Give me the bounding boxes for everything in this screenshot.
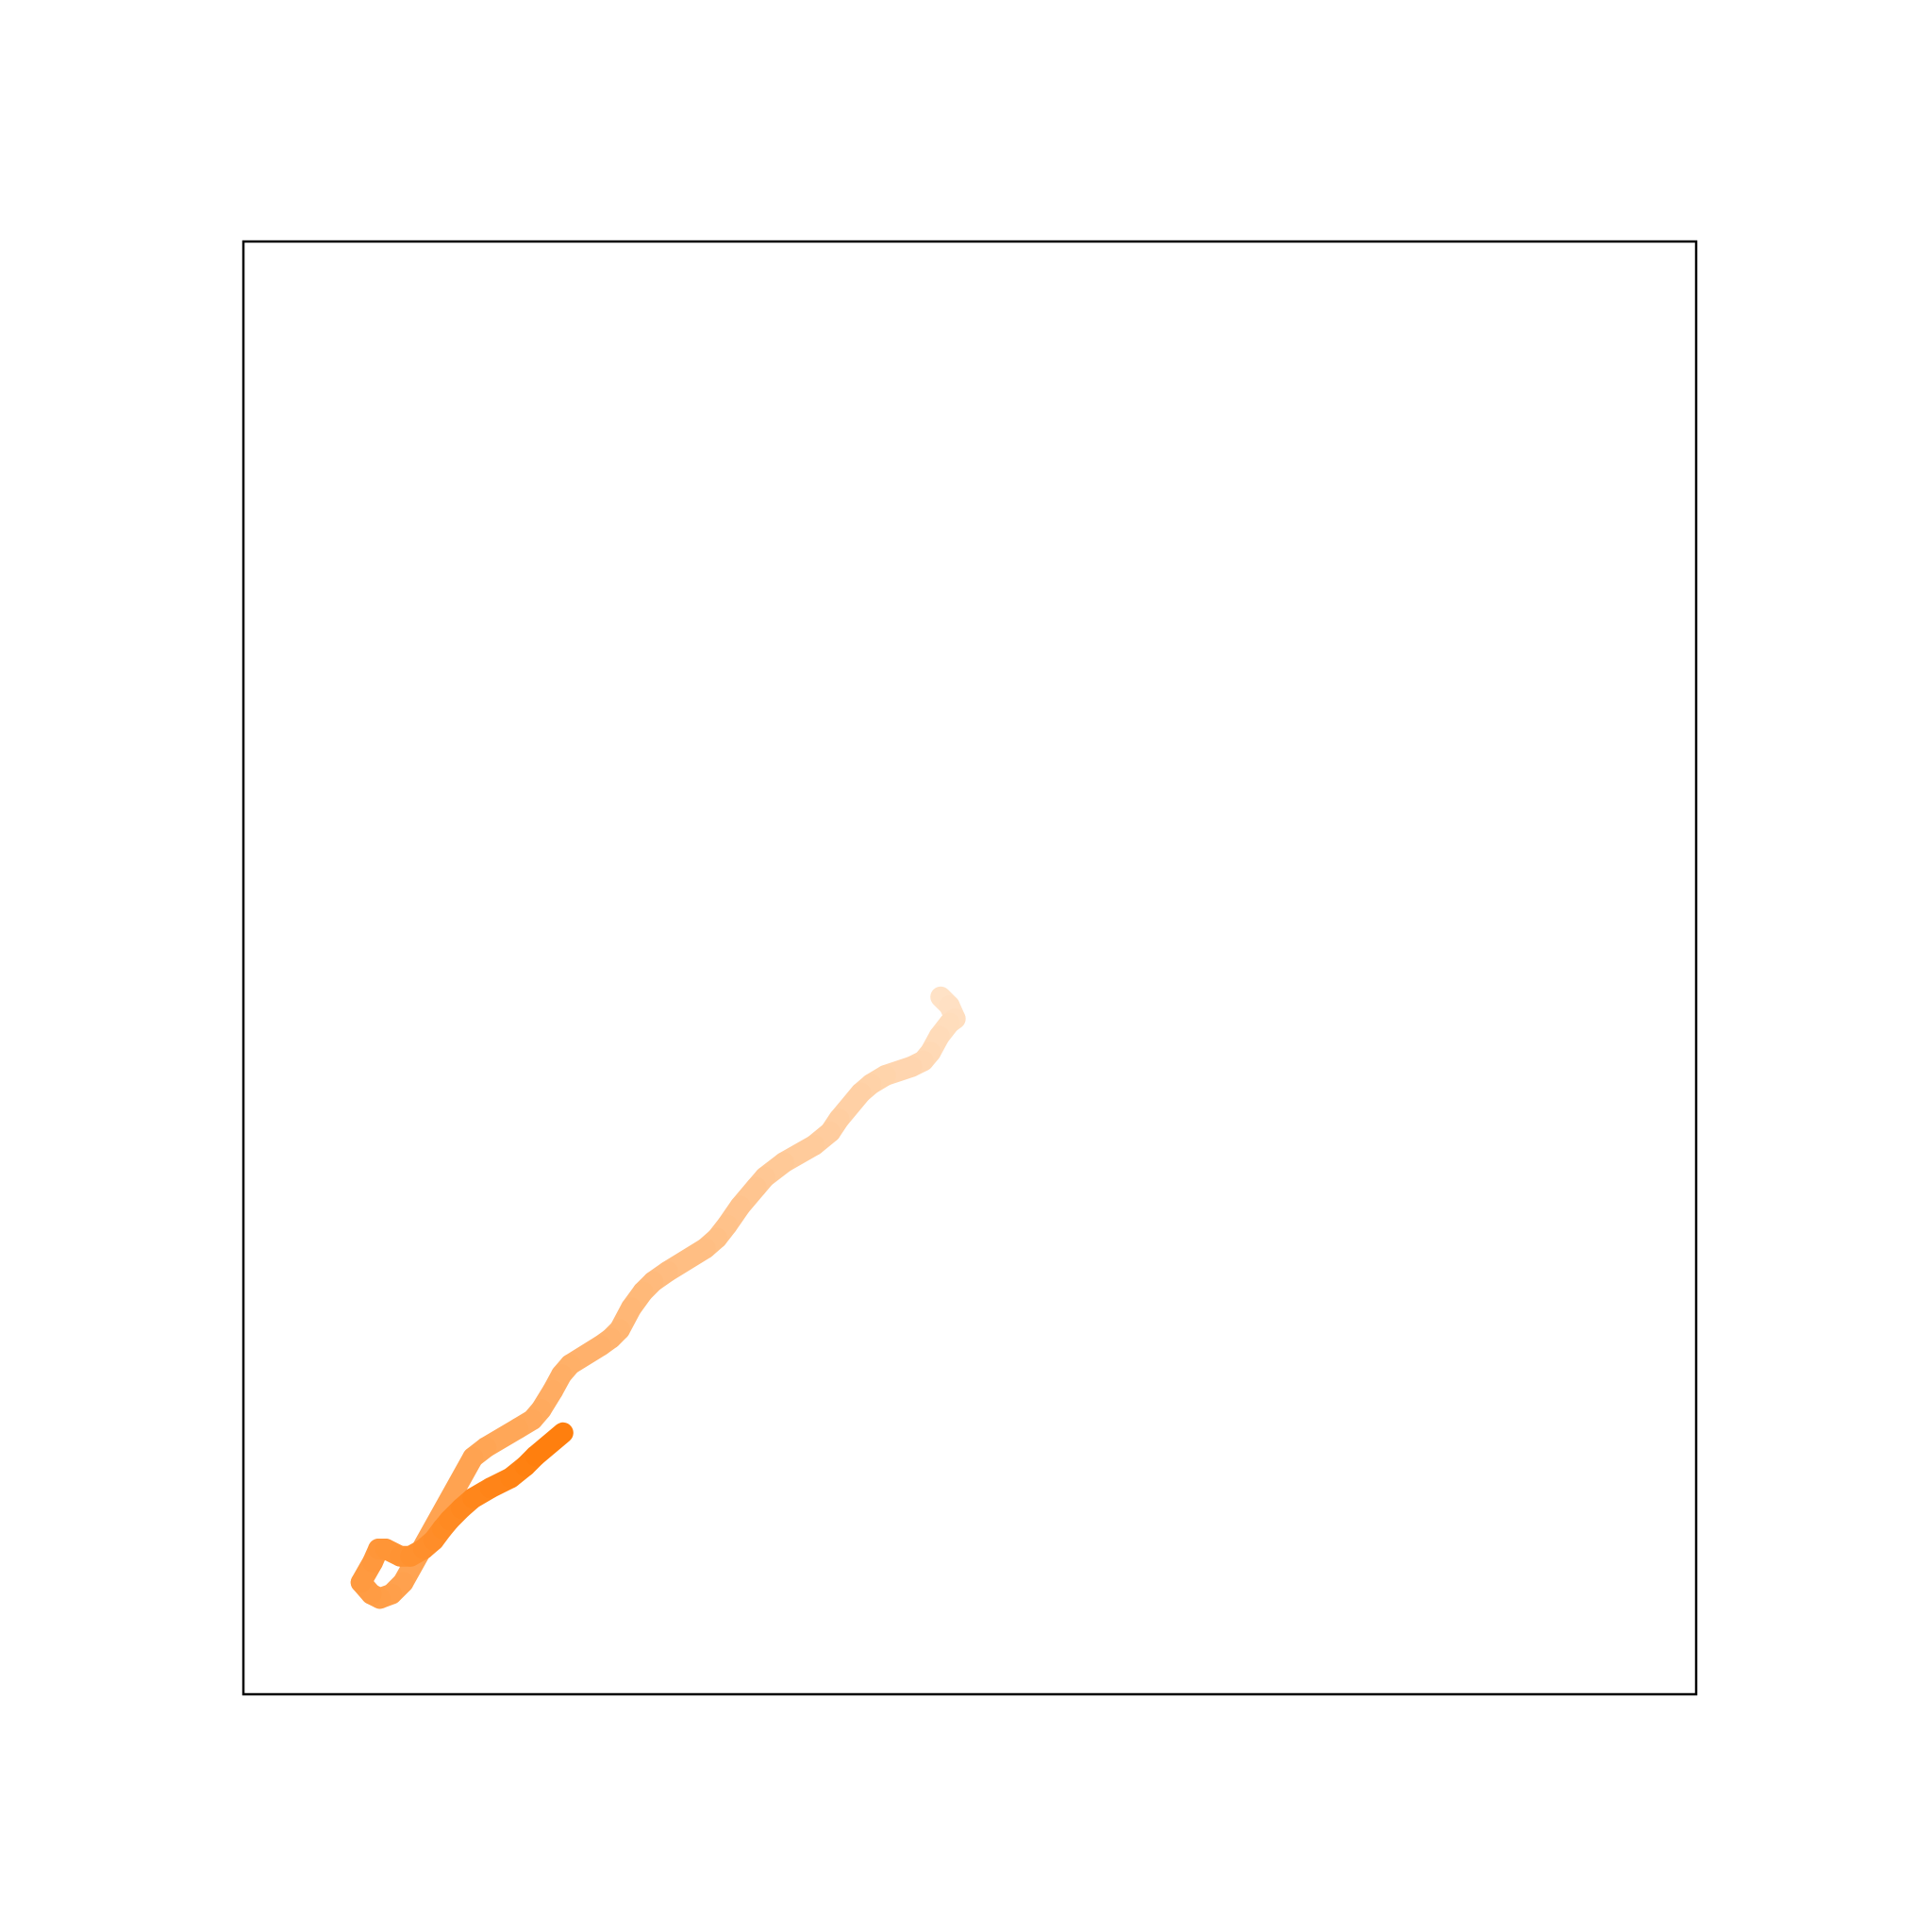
series-layer (350, 986, 966, 1609)
line-segment (525, 1422, 574, 1467)
plot-frame (242, 240, 1698, 1696)
series-0 (350, 986, 966, 1609)
